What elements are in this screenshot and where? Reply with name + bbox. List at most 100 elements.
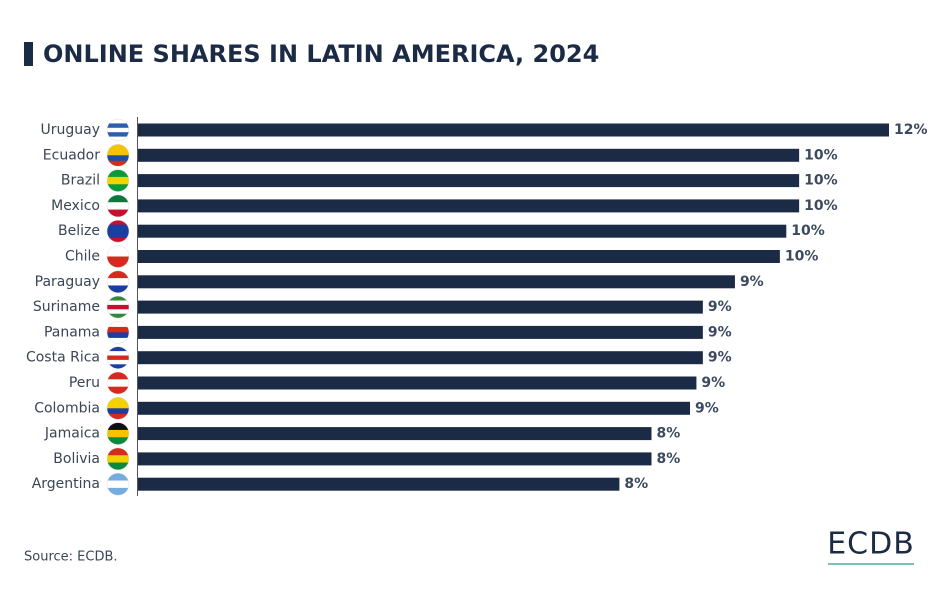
flag-stripe <box>107 233 129 239</box>
bar <box>138 300 703 314</box>
bar <box>138 250 780 263</box>
bar <box>138 376 697 390</box>
flag-stripe <box>107 359 129 365</box>
flag-body <box>107 270 129 293</box>
flag-stripe <box>107 321 129 328</box>
flag <box>106 219 130 243</box>
flag-rim <box>106 371 130 395</box>
flag-stripe <box>107 355 129 361</box>
bar <box>138 477 620 491</box>
y-tick-label: Suriname <box>33 299 100 315</box>
flag-stripe <box>107 155 129 162</box>
bar <box>138 275 735 289</box>
bar <box>138 148 800 162</box>
data-label: 9% <box>708 324 732 340</box>
data-label: 10% <box>785 249 819 265</box>
y-tick-label: Mexico <box>51 198 100 214</box>
data-label: 10% <box>804 198 838 214</box>
flag-body <box>107 144 129 167</box>
data-label: 9% <box>701 375 725 391</box>
flag <box>106 194 130 218</box>
bar <box>138 351 703 365</box>
flag-body <box>107 321 129 344</box>
flag-stripe <box>107 372 129 380</box>
flag-stripe <box>107 176 129 185</box>
logo: ECDB <box>827 527 915 562</box>
flag-stripe <box>107 487 129 496</box>
data-label: 10% <box>804 147 838 163</box>
flag-stripe <box>107 351 129 356</box>
flag-stripe <box>107 473 129 482</box>
flag-stripe <box>107 386 129 394</box>
flag-body <box>107 194 129 217</box>
flag-stripe <box>107 184 129 192</box>
flag <box>106 270 130 294</box>
flag-stripe <box>107 304 129 310</box>
flag-stripe <box>107 332 129 339</box>
flag-stripe <box>107 300 129 306</box>
title-marker <box>24 42 33 66</box>
y-tick-label: Bolivia <box>53 451 100 467</box>
flag <box>106 321 130 344</box>
flag-stripe <box>107 132 129 138</box>
flag-stripe <box>107 209 129 217</box>
flag-stripe <box>107 245 129 257</box>
flag-stripe <box>107 455 129 464</box>
flag-rim <box>106 245 130 268</box>
flag-stripe <box>107 437 129 445</box>
bar <box>138 452 652 466</box>
flag-stripe <box>107 402 129 409</box>
flag-body <box>107 169 129 192</box>
source: Source: ECDB. <box>24 550 118 565</box>
flag-rim <box>106 447 130 471</box>
y-tick-label: Peru <box>69 375 100 391</box>
flag <box>106 447 130 471</box>
flag-stripe <box>107 237 129 243</box>
flag-stripe <box>107 313 129 319</box>
flag-rim <box>106 397 130 420</box>
flag-rim <box>106 219 130 243</box>
data-label: 10% <box>804 173 838 189</box>
y-tick-label: Jamaica <box>44 426 100 442</box>
data-label: 9% <box>708 299 732 315</box>
y-tick-label: Brazil <box>61 173 100 189</box>
flag <box>106 422 130 445</box>
flag-stripe <box>107 447 129 456</box>
data-label: 9% <box>708 350 732 366</box>
flag-stripe <box>107 480 129 489</box>
y-tick-label: Chile <box>65 249 100 265</box>
flag-stripe <box>107 379 129 388</box>
flag-stripe <box>107 224 129 230</box>
bar <box>138 427 652 441</box>
flag-stripe <box>107 278 129 286</box>
flag-stripe <box>107 429 129 438</box>
flag-body <box>107 220 129 243</box>
flag-stripe <box>107 123 129 129</box>
flag-stripe <box>107 270 129 279</box>
flag-body <box>107 473 129 496</box>
flag-stripe <box>107 202 129 211</box>
chart-title: ONLINE SHARES IN LATIN AMERICA, 2024 <box>43 40 599 68</box>
y-tick-label: Belize <box>58 223 100 239</box>
flag-rim <box>106 422 130 445</box>
flag-stripe <box>107 194 129 203</box>
bar <box>138 325 703 339</box>
bar <box>138 224 787 238</box>
bar <box>138 123 889 137</box>
flag-stripe <box>107 422 129 431</box>
flag-body <box>107 119 129 141</box>
flag-rim <box>106 270 130 294</box>
data-label: 8% <box>624 476 648 492</box>
flag-body <box>107 346 129 369</box>
flag <box>106 144 130 167</box>
flag-body <box>107 372 129 394</box>
flag-stripe <box>107 119 129 124</box>
flag-body <box>107 397 129 420</box>
data-label: 8% <box>657 426 681 442</box>
y-tick-label: Ecuador <box>43 147 100 163</box>
bar <box>138 401 691 415</box>
flag-stripe <box>107 136 129 141</box>
flag-stripe <box>107 144 129 151</box>
flag-stripe <box>107 408 129 415</box>
